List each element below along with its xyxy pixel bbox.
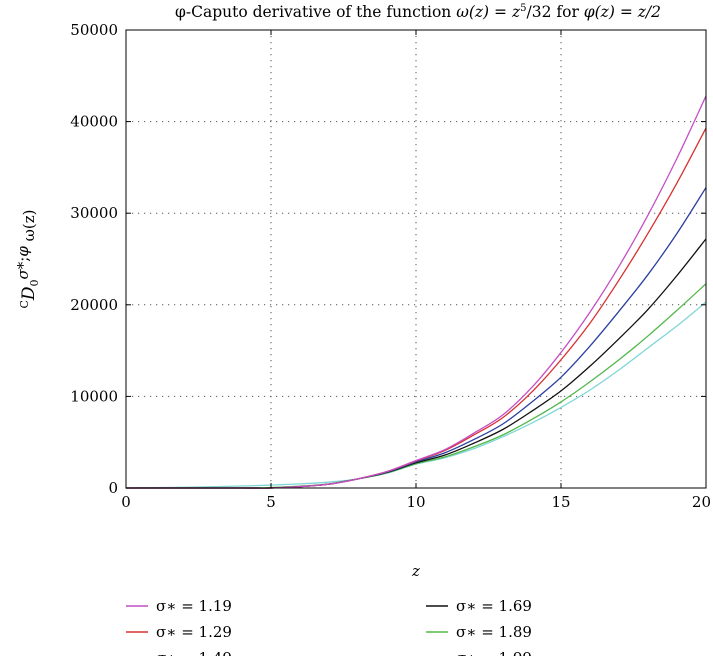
series-line-1.19 [126,95,707,489]
y-tick-label: 10000 [70,387,118,405]
legend-label: σ∗ = 1.29 [156,623,232,641]
legend-label: σ∗ = 1.99 [456,649,532,656]
y-tick-label: 20000 [70,296,118,314]
x-tick-label: 5 [266,493,276,511]
series-layer [125,95,707,489]
x-tick-label: 0 [121,493,131,511]
x-tick-label: 20 [692,493,711,511]
series-line-1.89 [126,283,707,489]
legend-label: σ∗ = 1.49 [156,649,232,656]
y-tick-label: 40000 [70,113,118,131]
legend-label: σ∗ = 1.89 [456,623,532,641]
legend: σ∗ = 1.19 σ∗ = 1.29 σ∗ = 1.49 σ∗ = 1.69 σ∗ =… [126,597,532,656]
y-axis-ticks: 0 10000 20000 30000 40000 50000 [70,21,706,497]
legend-label: σ∗ = 1.19 [156,597,232,615]
y-tick-label: 0 [108,479,118,497]
x-axis-ticks: 0 5 10 15 20 [121,30,711,511]
x-tick-label: 10 [406,493,425,511]
grid [126,30,706,488]
x-tick-label: 15 [551,493,570,511]
x-axis-label: z [411,562,420,580]
y-tick-label: 50000 [70,21,118,39]
chart-title: φ-Caputo derivative of the function ω(z)… [175,3,661,21]
y-tick-label: 30000 [70,204,118,222]
y-axis-label: CD0σ*;φ ω(z) [14,210,41,309]
series-line-1.29 [126,127,707,489]
legend-label: σ∗ = 1.69 [456,597,532,615]
